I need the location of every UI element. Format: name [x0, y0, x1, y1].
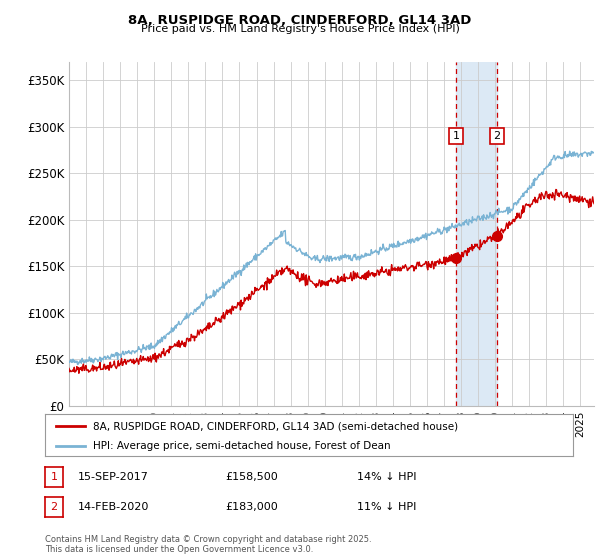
Text: Price paid vs. HM Land Registry's House Price Index (HPI): Price paid vs. HM Land Registry's House …	[140, 24, 460, 34]
Text: Contains HM Land Registry data © Crown copyright and database right 2025.
This d: Contains HM Land Registry data © Crown c…	[45, 535, 371, 554]
Text: 2: 2	[50, 502, 58, 512]
Text: 2: 2	[494, 131, 501, 141]
Text: 8A, RUSPIDGE ROAD, CINDERFORD, GL14 3AD (semi-detached house): 8A, RUSPIDGE ROAD, CINDERFORD, GL14 3AD …	[92, 421, 458, 431]
Text: HPI: Average price, semi-detached house, Forest of Dean: HPI: Average price, semi-detached house,…	[92, 441, 390, 451]
Text: 14-FEB-2020: 14-FEB-2020	[78, 502, 149, 512]
Text: £183,000: £183,000	[225, 502, 278, 512]
Text: £158,500: £158,500	[225, 472, 278, 482]
Text: 15-SEP-2017: 15-SEP-2017	[78, 472, 149, 482]
Text: 1: 1	[452, 131, 460, 141]
Text: 1: 1	[50, 472, 58, 482]
Bar	[456, 62, 497, 406]
Text: 14% ↓ HPI: 14% ↓ HPI	[357, 472, 416, 482]
Text: 8A, RUSPIDGE ROAD, CINDERFORD, GL14 3AD: 8A, RUSPIDGE ROAD, CINDERFORD, GL14 3AD	[128, 14, 472, 27]
Text: 11% ↓ HPI: 11% ↓ HPI	[357, 502, 416, 512]
